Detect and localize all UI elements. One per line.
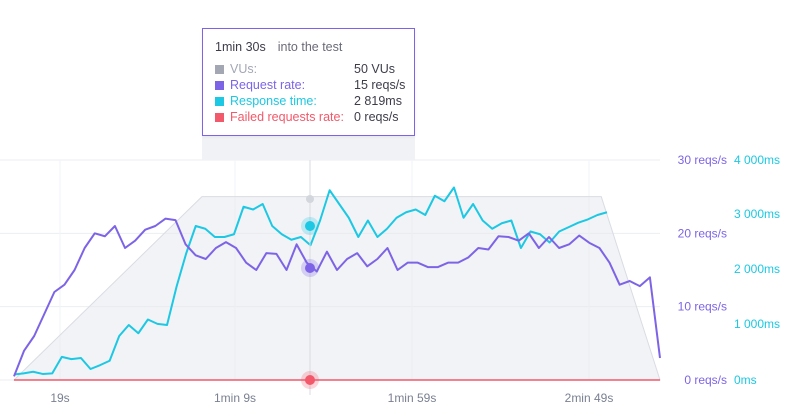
y-tick-label-request-rate: 0 reqs/s: [684, 373, 727, 387]
request-rate-line: [13, 217, 661, 377]
tooltip-value-response-time: 2 819ms: [354, 94, 402, 108]
request-rate-swatch: [215, 80, 224, 90]
y-tick-label-response-time: 3 000ms: [734, 207, 780, 221]
x-tick-label: 1min 9s: [214, 391, 256, 405]
y-tick-label-response-time: 1 000ms: [734, 317, 780, 331]
failed-rate-swatch: [215, 112, 224, 122]
tooltip-time-suffix: into the test: [277, 40, 343, 54]
hover-cursor: [301, 160, 319, 395]
y-tick-label-response-time: 0ms: [734, 373, 757, 387]
tooltip-label-response-time: Response time:: [230, 94, 317, 108]
vus-area: [12, 196, 661, 381]
tooltip-label-vus: VUs:: [230, 62, 258, 76]
tooltip-row-request-rate: Request rate: 15 reqs/s: [215, 77, 414, 93]
request-rate-cursor-dot: [305, 263, 315, 273]
response-time-cursor-dot: [305, 221, 315, 231]
y-tick-label-response-time: 2 000ms: [734, 262, 780, 276]
y-tick-label-request-rate: 30 reqs/s: [678, 153, 727, 167]
x-tick-label: 19s: [50, 391, 69, 405]
tooltip-label-request-rate: Request rate:: [230, 78, 306, 92]
tooltip-row-vus: VUs: 50 VUs: [215, 61, 414, 77]
y-tick-label-request-rate: 10 reqs/s: [678, 300, 727, 314]
x-tick-label: 2min 49s: [565, 391, 614, 405]
tooltip-value-request-rate: 15 reqs/s: [354, 78, 406, 92]
tooltip-label-failed-rate: Failed requests rate:: [230, 110, 344, 124]
failed-cursor-dot: [305, 375, 315, 385]
vus-swatch: [215, 64, 224, 74]
response-time-swatch: [215, 96, 224, 106]
tooltip-time: 1min 30s: [215, 40, 266, 54]
tooltip-row-response-time: Response time: 2 819ms: [215, 93, 414, 109]
tooltip-row-failed-rate: Failed requests rate: 0 reqs/s: [215, 109, 414, 125]
axis-labels: 19s 1min 9s 1min 59s 2min 49s 0 reqs/s 10 req…: [50, 153, 780, 405]
y-tick-label-response-time: 4 000ms: [734, 153, 780, 167]
vus-area-shape: [12, 196, 661, 381]
tooltip-column-highlight: [202, 136, 415, 160]
vus-cursor-dot: [306, 195, 314, 203]
tooltip-value-vus: 50 VUs: [354, 62, 395, 76]
y-tick-label-request-rate: 20 reqs/s: [678, 226, 727, 240]
hover-tooltip: 1min 30s into the test VUs: 50 VUs Reque…: [202, 28, 415, 136]
x-tick-label: 1min 59s: [388, 391, 437, 405]
tooltip-value-failed-rate: 0 reqs/s: [354, 110, 399, 124]
